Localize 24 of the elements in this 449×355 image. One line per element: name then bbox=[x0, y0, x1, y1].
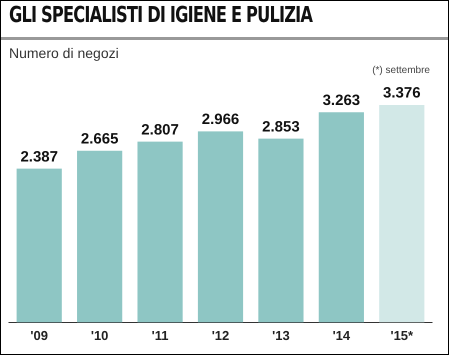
chart-subtitle: Numero di negozi bbox=[9, 45, 119, 61]
bar bbox=[258, 138, 304, 322]
bar bbox=[379, 104, 424, 322]
x-tick-label: '09 bbox=[30, 328, 48, 343]
data-label: 2.387 bbox=[20, 148, 58, 166]
data-label: 2.853 bbox=[262, 118, 300, 136]
bar bbox=[198, 131, 244, 322]
text: (*) settembre bbox=[372, 65, 430, 76]
x-tick-label: '10 bbox=[90, 328, 108, 343]
x-tick-label: '15* bbox=[390, 328, 414, 343]
data-label: 3.263 bbox=[322, 92, 360, 109]
chart-title: GLI SPECIALISTI DI IGIENE E PULIZIA bbox=[9, 3, 312, 28]
x-tick-label: '13 bbox=[272, 328, 290, 343]
bar bbox=[16, 168, 62, 322]
x-tick-label: '14 bbox=[332, 328, 351, 343]
bar bbox=[137, 142, 183, 322]
bar bbox=[318, 112, 364, 322]
data-label: 2.807 bbox=[141, 121, 179, 138]
bar bbox=[77, 150, 122, 322]
data-label: 3.376 bbox=[383, 84, 421, 102]
x-tick-label: '11 bbox=[152, 328, 168, 343]
data-label: 2.966 bbox=[202, 111, 240, 128]
x-tick-label: '12 bbox=[212, 328, 230, 343]
data-label: 2.665 bbox=[80, 130, 118, 148]
